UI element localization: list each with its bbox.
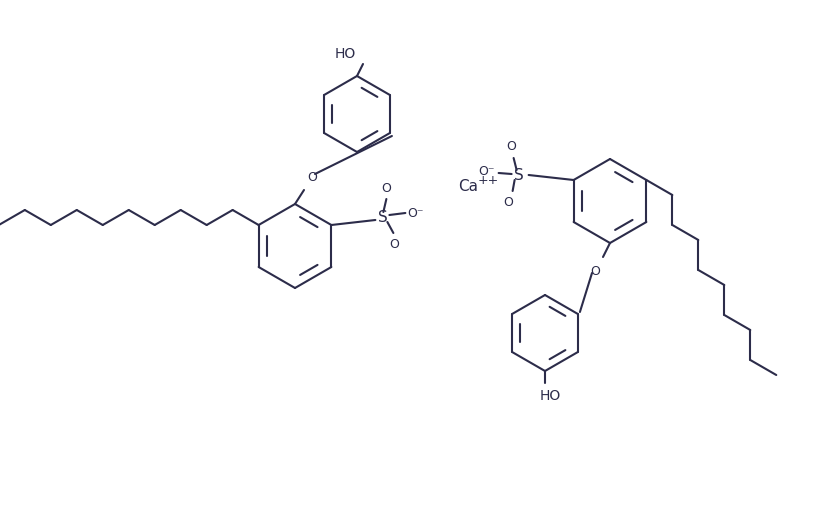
Text: S: S — [378, 210, 388, 224]
Text: O: O — [381, 181, 391, 195]
Text: O: O — [503, 196, 513, 208]
Text: O: O — [389, 238, 399, 250]
Text: O: O — [506, 140, 516, 152]
Text: O: O — [589, 265, 599, 277]
Text: O⁻: O⁻ — [406, 206, 423, 220]
Text: O: O — [307, 171, 317, 183]
Text: HO: HO — [538, 389, 560, 403]
Text: O⁻: O⁻ — [478, 165, 494, 177]
Text: S: S — [513, 168, 522, 182]
Text: Ca: Ca — [457, 178, 477, 194]
Text: ++: ++ — [477, 174, 498, 187]
Text: HO: HO — [334, 47, 355, 61]
